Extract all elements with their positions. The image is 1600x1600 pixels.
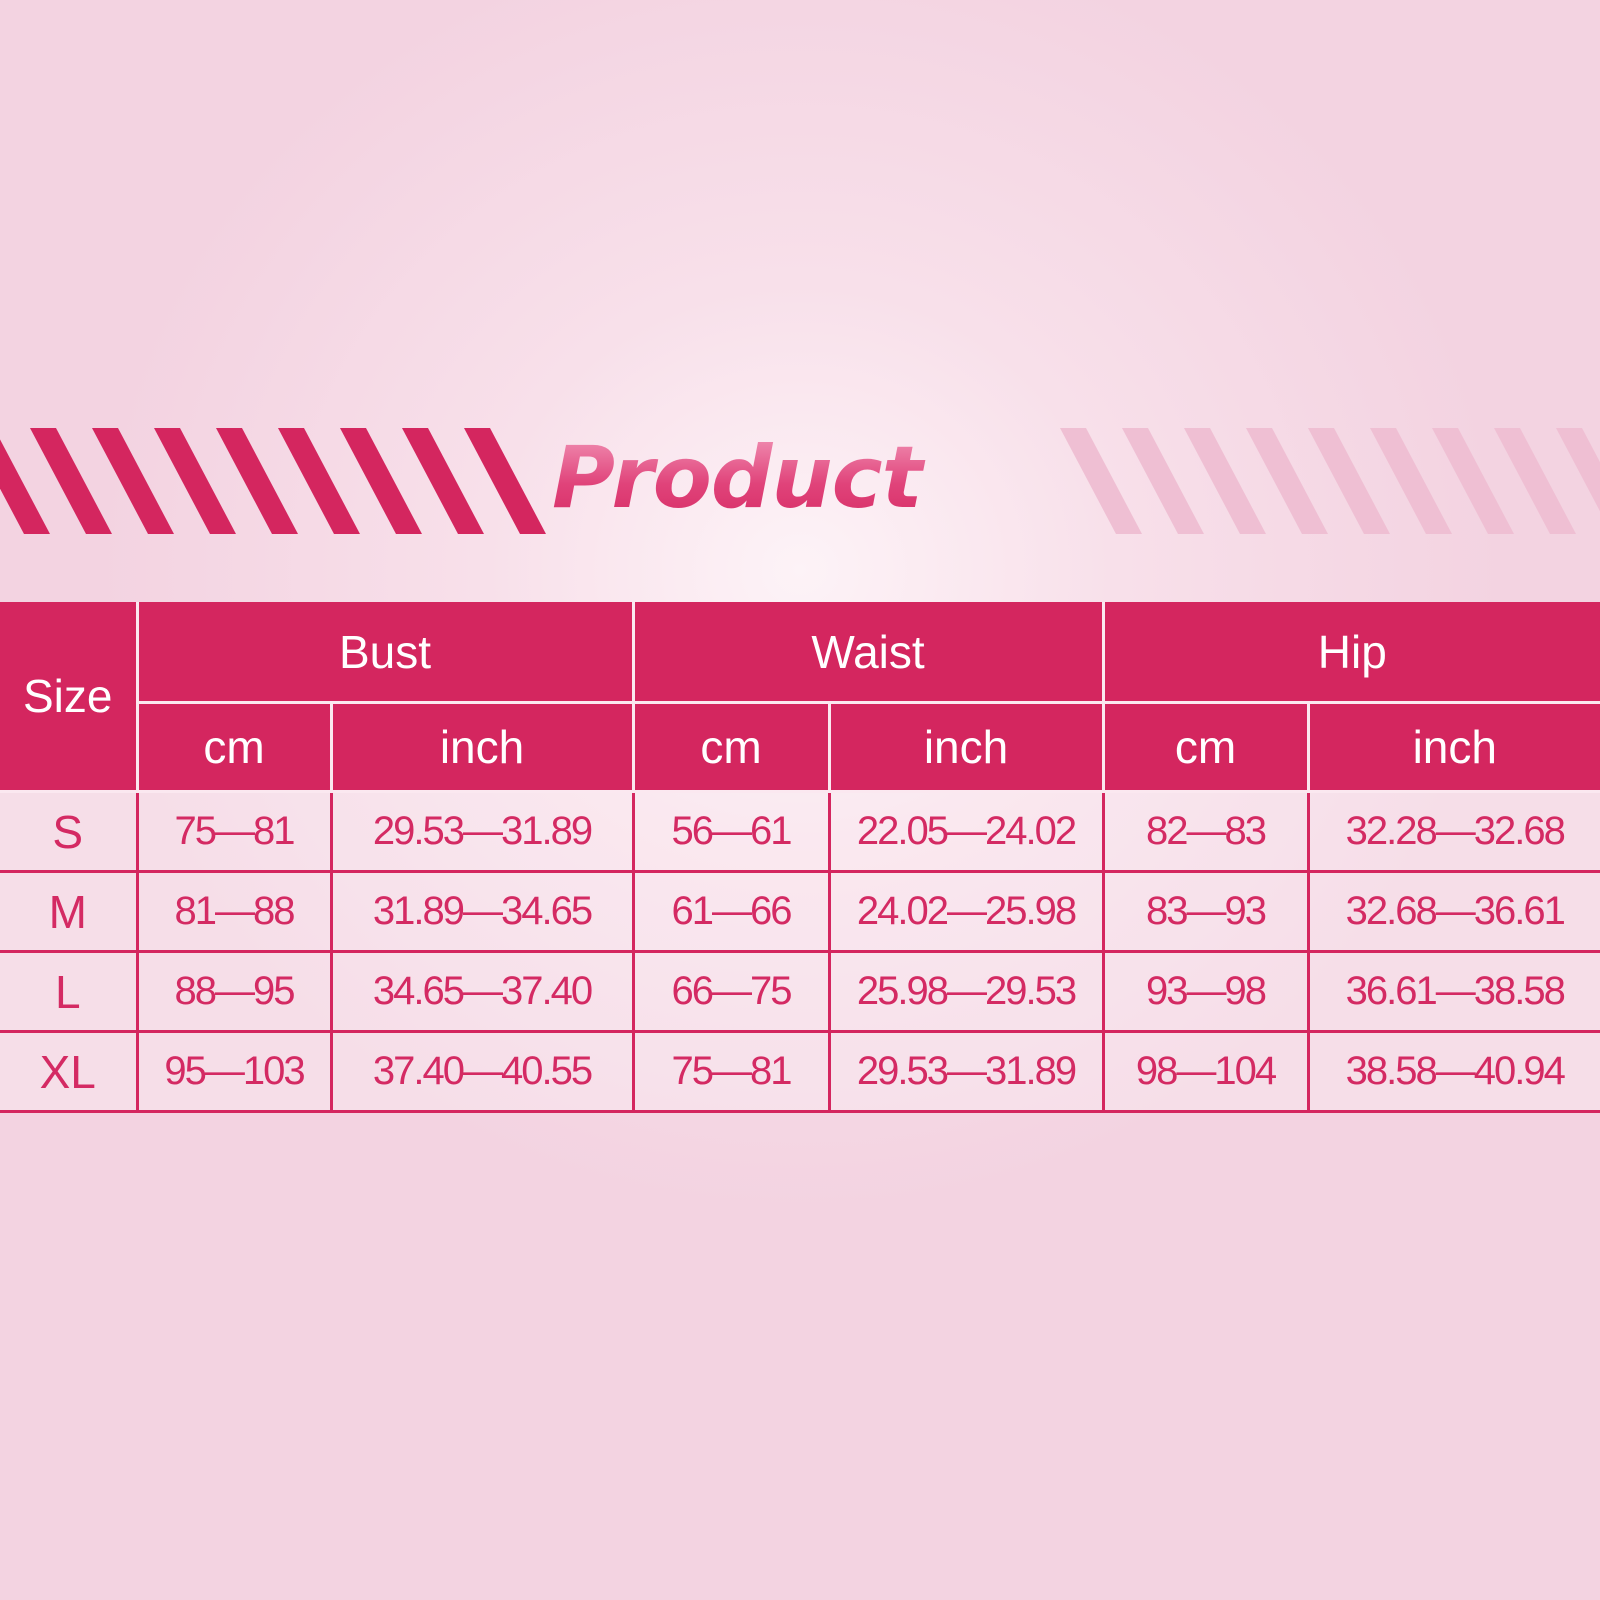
- size-cell: XL: [0, 1030, 139, 1113]
- measurement-cell: 82—83: [1101, 790, 1310, 873]
- stripe: [464, 428, 546, 534]
- table-row: L 88—95 34.65—37.40 66—75 25.98—29.53 93—98 36…: [0, 950, 1600, 1033]
- measurement-cell: 29.53—31.89: [827, 1030, 1105, 1113]
- stripe: [1308, 428, 1390, 534]
- size-header: Size: [0, 602, 139, 793]
- size-chart-table: Size Bust Waist Hip cm inch cm inch cm inch S…: [0, 602, 1600, 1113]
- waist-header: Waist: [631, 602, 1105, 704]
- stripe: [216, 428, 298, 534]
- measurement-cell: 93—98: [1101, 950, 1310, 1033]
- measurement-cell: 95—103: [135, 1030, 333, 1113]
- stripe: [154, 428, 236, 534]
- stripe: [92, 428, 174, 534]
- unit-header: cm: [1101, 702, 1310, 793]
- measurement-cell: 36.61—38.58: [1306, 950, 1600, 1033]
- stripe: [1184, 428, 1266, 534]
- stripe: [1122, 428, 1204, 534]
- measurement-cell: 37.40—40.55: [329, 1030, 635, 1113]
- measurement-cell: 83—93: [1101, 870, 1310, 953]
- stripe: [30, 428, 112, 534]
- measurement-cell: 32.28—32.68: [1306, 790, 1600, 873]
- unit-header: cm: [135, 702, 333, 793]
- page-title: Product size: [552, 418, 1062, 648]
- table-row: M 81—88 31.89—34.65 61—66 24.02—25.98 83—93 32…: [0, 870, 1600, 953]
- stripes-left-decoration: [0, 428, 546, 534]
- stripe: [402, 428, 484, 534]
- size-cell: M: [0, 870, 139, 953]
- hip-header: Hip: [1101, 602, 1600, 704]
- measurement-cell: 81—88: [135, 870, 333, 953]
- stripe: [1370, 428, 1452, 534]
- measurement-cell: 75—81: [631, 1030, 831, 1113]
- measurement-cell: 31.89—34.65: [329, 870, 635, 953]
- stripe: [1432, 428, 1514, 534]
- unit-header: inch: [1306, 702, 1600, 793]
- measurement-cell: 22.05—24.02: [827, 790, 1105, 873]
- measurement-cell: 88—95: [135, 950, 333, 1033]
- measurement-cell: 56—61: [631, 790, 831, 873]
- unit-header: inch: [329, 702, 635, 793]
- measurement-cell: 75—81: [135, 790, 333, 873]
- unit-header: inch: [827, 702, 1105, 793]
- measurement-cell: 34.65—37.40: [329, 950, 635, 1033]
- stripe: [1246, 428, 1328, 534]
- size-cell: L: [0, 950, 139, 1033]
- stripe: [278, 428, 360, 534]
- table-row: XL 95—103 37.40—40.55 75—81 29.53—31.89 98—10…: [0, 1030, 1600, 1113]
- table-row: S 75—81 29.53—31.89 56—61 22.05—24.02 82—83 32…: [0, 790, 1600, 873]
- measurement-cell: 32.68—36.61: [1306, 870, 1600, 953]
- stripe: [1060, 428, 1142, 534]
- bust-header: Bust: [135, 602, 635, 704]
- measurement-cell: 66—75: [631, 950, 831, 1033]
- measurement-cell: 38.58—40.94: [1306, 1030, 1600, 1113]
- stripes-right-decoration: [1060, 428, 1600, 534]
- measurement-cell: 98—104: [1101, 1030, 1310, 1113]
- measurement-cell: 24.02—25.98: [827, 870, 1105, 953]
- stripe: [1494, 428, 1576, 534]
- measurement-cell: 25.98—29.53: [827, 950, 1105, 1033]
- measurement-cell: 29.53—31.89: [329, 790, 635, 873]
- stripe: [340, 428, 422, 534]
- size-cell: S: [0, 790, 139, 873]
- unit-header: cm: [631, 702, 831, 793]
- measurement-cell: 61—66: [631, 870, 831, 953]
